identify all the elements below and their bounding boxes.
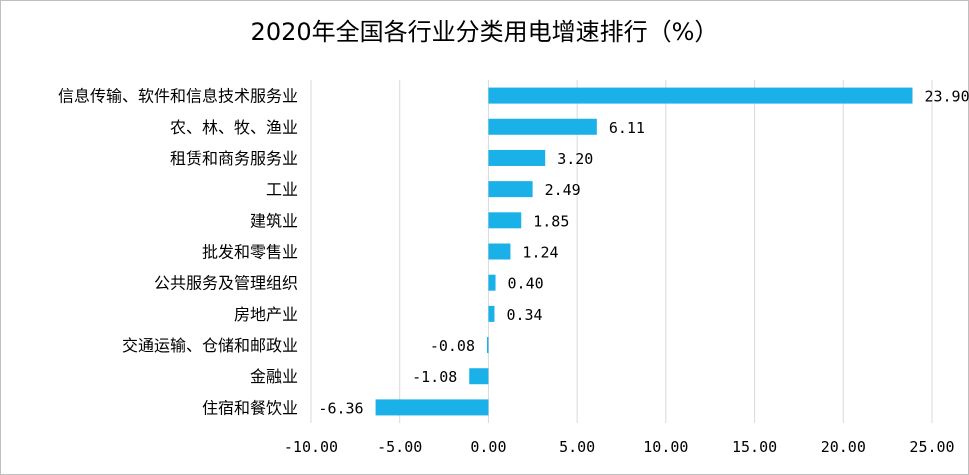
category-labels: 信息传输、软件和信息技术服务业农、林、牧、渔业租赁和商务服务业工业建筑业批发和零… [58,87,298,418]
x-tick-label: 20.00 [821,438,866,456]
bar [487,337,489,354]
value-labels: 23.90 6.11 3.20 2.49 1.85 1.24 0.40 0.34 -0.08 -1… [318,88,969,418]
x-tick-label: -5.00 [377,438,422,456]
bars [375,87,913,416]
category-label: 信息传输、软件和信息技术服务业 [58,87,298,106]
data-label: 1.85 [533,212,569,230]
data-label: 1.24 [522,244,558,262]
x-tick-label: 25.00 [909,438,954,456]
x-tick-labels: -10.00 -5.00 0.00 5.00 10.00 15.00 20.00 25.00 [284,438,955,456]
data-label: 0.34 [506,306,542,324]
data-label: 3.20 [557,150,593,168]
category-label: 批发和零售业 [202,243,298,262]
category-label: 农、林、牧、渔业 [170,118,298,137]
chart-title: 2020年全国各行业分类用电增速排行（%） [250,18,719,46]
bar [375,399,489,416]
category-label: 工业 [266,180,298,199]
category-label: 房地产业 [234,305,298,324]
bar [488,274,496,291]
category-label: 金融业 [250,367,298,386]
category-label: 建筑业 [250,211,298,230]
x-tick-label: -10.00 [284,438,338,456]
x-tick-label: 0.00 [470,438,506,456]
data-label: -6.36 [318,399,363,417]
bar [488,212,522,229]
data-label: 0.40 [508,275,544,293]
data-label: 23.90 [924,88,969,106]
bar [488,305,495,322]
bar [488,87,913,104]
bar [469,368,489,385]
x-tick-label: 15.00 [732,438,777,456]
category-label: 租赁和商务服务业 [170,149,298,168]
bar [488,118,597,135]
category-label: 住宿和餐饮业 [202,398,298,417]
data-label: -1.08 [412,368,457,386]
x-tick-label: 5.00 [559,438,595,456]
data-label: 6.11 [609,119,645,137]
bar [488,181,533,198]
data-label: -0.08 [430,337,475,355]
category-label: 公共服务及管理组织 [154,274,298,293]
bar [488,149,546,166]
x-tick-label: 10.00 [643,438,688,456]
data-label: 2.49 [545,181,581,199]
bar [488,243,511,260]
category-label: 交通运输、仓储和邮政业 [122,336,298,355]
